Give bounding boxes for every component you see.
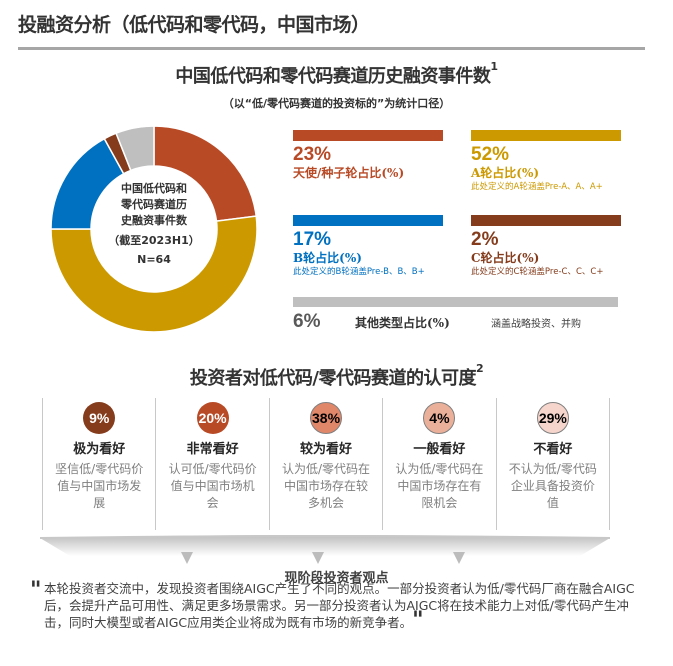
sentiment-level: 非常看好 xyxy=(186,442,239,457)
center-line: 零代码赛道历 xyxy=(121,198,187,211)
quote-text: 本轮投资者交流中，发现投资者围绕AIGC产生了不同的观点。一部分投资者认为低/零… xyxy=(44,581,635,630)
footnote-marker: 1 xyxy=(490,60,498,73)
sentiment-title: 投资者对低代码/零代码赛道的认可度2 xyxy=(0,362,673,390)
sentiment-description: 认可低/零代码价值与中国市场机会 xyxy=(168,462,257,510)
sentiment-level: 一般看好 xyxy=(413,442,466,457)
sentiment-description: 坚信低/零代码价值与中国市场发展 xyxy=(55,462,144,510)
stat-bar xyxy=(471,215,621,226)
sentiment-column: 20% 非常看好 认可低/零代码价值与中国市场机会 xyxy=(155,398,268,530)
stat-percent: 52% xyxy=(471,144,510,165)
stat-series-b: 17% B轮占比(%) 此处定义的B轮涵盖Pre-B、B、B+ xyxy=(293,215,443,278)
sentiment-description: 认为低/零代码在中国市场存在有限机会 xyxy=(395,462,484,510)
percent-badge: 29% xyxy=(536,402,569,434)
donut-slice xyxy=(51,215,257,332)
funding-title-text: 中国低代码和零代码赛道历史融资事件数 xyxy=(175,66,491,87)
center-sample-size: N=64 xyxy=(137,253,171,266)
footnote-marker: 2 xyxy=(475,362,484,375)
sentiment-level: 极为看好 xyxy=(73,442,126,457)
stat-label: A轮占比(%) xyxy=(471,166,540,180)
stat-percent: 2% xyxy=(471,229,499,250)
stat-bar xyxy=(293,215,443,226)
percent-badge: 38% xyxy=(310,402,343,434)
stat-other-types: 6% 其他类型占比(%) 涵盖战略投资、并购 xyxy=(293,297,618,333)
stat-bar xyxy=(293,297,618,307)
donut-slice xyxy=(115,126,155,172)
funding-chart-subtitle: （以“低/零代码赛道的投资标的”为统计口径） xyxy=(222,97,451,110)
opinion-quote: " 本轮投资者交流中，发现投资者围绕AIGC产生了不同的观点。一部分投资者认为低/… xyxy=(30,579,644,633)
percent-badge: 4% xyxy=(423,402,456,434)
sentiment-title-text: 投资者对低代码/零代码赛道的认可度 xyxy=(189,368,477,389)
stat-series-c: 2% C轮占比(%) 此处定义的C轮涵盖Pre-C、C、C+ xyxy=(471,215,621,278)
open-quote-icon: " xyxy=(30,577,42,603)
sentiment-level: 较为看好 xyxy=(300,442,353,457)
stat-label: B轮占比(%) xyxy=(293,251,362,265)
stat-label: 其他类型占比(%) xyxy=(355,316,450,330)
stat-bar xyxy=(293,130,443,141)
page-title: 投融资分析（低代码和零代码，中国市场） xyxy=(18,14,370,36)
title-divider xyxy=(18,47,645,50)
stat-bar xyxy=(471,130,621,141)
sentiment-columns: 9% 极为看好 坚信低/零代码价值与中国市场发展 20% 非常看好 认可低/零代… xyxy=(42,398,611,530)
sentiment-description: 不认为低/零代码企业具备投资价值 xyxy=(508,462,597,510)
sentiment-column: 38% 较为看好 认为低/零代码在中国市场存在较多机会 xyxy=(268,398,382,530)
stat-percent: 6% xyxy=(293,311,321,332)
stat-percent: 17% xyxy=(293,229,332,250)
stat-angel-seed: 23% 天使/种子轮占比(%) xyxy=(293,130,443,181)
funding-chart-title: 中国低代码和零代码赛道历史融资事件数1 xyxy=(0,60,673,88)
funding-donut-chart: 中国低代码和 零代码赛道历 史融资事件数 （截至2023H1） N=64 xyxy=(51,126,257,332)
sentiment-column: 29% 不看好 不认为低/零代码企业具备投资价值 xyxy=(495,398,611,530)
sentiment-column: 9% 极为看好 坚信低/零代码价值与中国市场发展 xyxy=(42,398,155,530)
percent-badge: 9% xyxy=(83,402,116,434)
stat-note: 此处定义的A轮涵盖Pre-A、A、A+ xyxy=(471,182,603,192)
stat-percent: 23% xyxy=(293,144,332,165)
center-cutoff-date: （截至2023H1） xyxy=(108,234,200,247)
stat-note: 此处定义的B轮涵盖Pre-B、B、B+ xyxy=(293,267,425,277)
donut-center-label: 中国低代码和 零代码赛道历 史融资事件数 （截至2023H1） N=64 xyxy=(94,181,214,268)
stat-label: C轮占比(%) xyxy=(471,251,540,265)
center-line: 中国低代码和 xyxy=(121,182,187,195)
stat-series-a: 52% A轮占比(%) 此处定义的A轮涵盖Pre-A、A、A+ xyxy=(471,130,621,193)
sentiment-column: 4% 一般看好 认为低/零代码在中国市场存在有限机会 xyxy=(382,398,495,530)
opinion-title: 现阶段投资者观点 xyxy=(284,571,389,586)
stat-note: 涵盖战略投资、并购 xyxy=(491,319,581,330)
close-quote-icon: " xyxy=(412,607,424,633)
funnel-arrow-graphic xyxy=(40,535,610,564)
sentiment-level: 不看好 xyxy=(533,442,573,457)
sentiment-description: 认为低/零代码在中国市场存在较多机会 xyxy=(281,462,371,510)
center-line: 史融资事件数 xyxy=(121,214,187,227)
stat-note: 此处定义的C轮涵盖Pre-C、C、C+ xyxy=(471,267,604,277)
stat-label: 天使/种子轮占比(%) xyxy=(293,166,405,180)
donut-svg xyxy=(51,126,257,332)
percent-badge: 20% xyxy=(196,402,229,434)
